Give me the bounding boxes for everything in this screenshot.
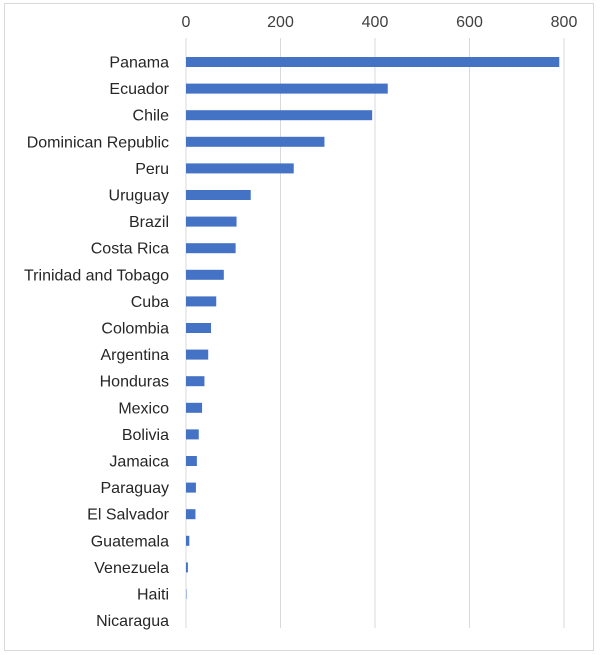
bar bbox=[186, 163, 294, 174]
x-tick-label: 600 bbox=[456, 14, 483, 31]
bar bbox=[186, 482, 196, 493]
category-label: Argentina bbox=[101, 347, 170, 364]
category-label: Paraguay bbox=[101, 480, 170, 497]
category-label: Mexico bbox=[118, 400, 169, 417]
bar bbox=[186, 349, 209, 360]
bar bbox=[186, 562, 188, 573]
bar bbox=[186, 57, 560, 67]
x-tick-label: 800 bbox=[551, 14, 578, 31]
category-label: Colombia bbox=[101, 321, 169, 338]
category-label: Peru bbox=[135, 161, 169, 178]
category-label: Trinidad and Tobago bbox=[24, 267, 169, 284]
category-label: El Salvador bbox=[87, 507, 169, 524]
category-label: Cuba bbox=[131, 294, 169, 311]
bar bbox=[186, 535, 190, 546]
category-label: Ecuador bbox=[109, 81, 169, 98]
category-label: Nicaragua bbox=[96, 613, 169, 630]
bar bbox=[186, 376, 205, 387]
category-label: Chile bbox=[133, 108, 170, 125]
category-label: Dominican Republic bbox=[27, 134, 169, 151]
category-label: Brazil bbox=[129, 214, 169, 231]
bar bbox=[186, 296, 217, 307]
category-label: Haiti bbox=[137, 587, 169, 604]
bar bbox=[186, 110, 373, 121]
category-label: Bolivia bbox=[122, 427, 169, 444]
bar bbox=[186, 83, 388, 94]
category-label: Uruguay bbox=[109, 188, 169, 205]
category-label: Panama bbox=[109, 55, 169, 72]
x-tick-label: 200 bbox=[267, 14, 294, 31]
category-label: Costa Rica bbox=[91, 241, 169, 258]
bar bbox=[186, 402, 203, 413]
category-label: Honduras bbox=[100, 374, 169, 391]
bar bbox=[186, 269, 224, 280]
bar bbox=[186, 323, 212, 333]
bar bbox=[186, 456, 197, 466]
bar bbox=[186, 190, 251, 200]
category-label: Guatemala bbox=[91, 533, 169, 550]
x-tick-label: 400 bbox=[362, 14, 389, 31]
bar bbox=[186, 509, 196, 520]
bar bbox=[186, 243, 236, 254]
bar bbox=[186, 429, 199, 440]
category-label: Venezuela bbox=[94, 560, 169, 577]
category-label: Jamaica bbox=[109, 454, 169, 471]
bar bbox=[186, 136, 325, 147]
bar bbox=[186, 216, 237, 227]
x-tick-label: 0 bbox=[182, 14, 191, 31]
